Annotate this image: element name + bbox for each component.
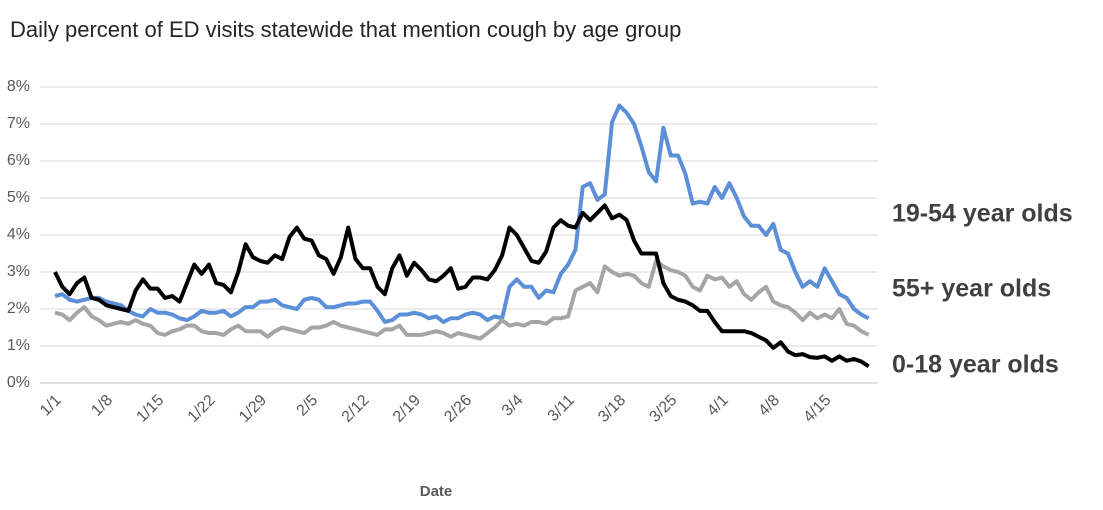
x-tick-label: 3/25	[646, 392, 680, 426]
x-tick-label: 2/26	[441, 392, 475, 426]
x-tick-label: 3/18	[595, 392, 629, 426]
legend-label: 0-18 year olds	[892, 351, 1059, 379]
x-tick-label: 1/8	[88, 392, 116, 420]
y-tick-label: 2%	[7, 300, 30, 317]
x-axis-title: Date	[420, 483, 453, 500]
x-tick-label: 1/22	[185, 392, 219, 426]
series-line	[54, 258, 870, 341]
y-tick-label: 1%	[7, 337, 30, 354]
x-tick-label: 3/4	[499, 392, 527, 420]
x-tick-label: 1/15	[133, 392, 167, 426]
legend-label: 19-54 year olds	[892, 200, 1073, 228]
x-tick-label: 3/11	[545, 392, 578, 425]
chart-title: Daily percent of ED visits statewide tha…	[10, 17, 681, 42]
x-tick-label: 4/1	[704, 392, 732, 420]
x-tick-label: 2/12	[339, 392, 373, 426]
x-tick-label: 2/19	[390, 392, 424, 426]
x-tick-label: 2/5	[294, 392, 322, 420]
y-tick-label: 7%	[7, 115, 30, 132]
series-line	[54, 103, 870, 324]
y-tick-label: 4%	[7, 226, 30, 243]
y-tick-label: 0%	[7, 374, 30, 391]
y-tick-label: 6%	[7, 152, 30, 169]
x-tick-label: 1/1	[37, 392, 65, 420]
x-tick-label: 4/8	[755, 392, 783, 420]
x-tick-label: 1/29	[236, 392, 270, 426]
y-tick-label: 3%	[7, 263, 30, 280]
series-line	[53, 203, 870, 369]
legend-label: 55+ year olds	[892, 275, 1051, 303]
y-tick-label: 5%	[7, 189, 30, 206]
x-tick-label: 4/15	[800, 392, 834, 426]
y-tick-label: 8%	[7, 78, 30, 95]
